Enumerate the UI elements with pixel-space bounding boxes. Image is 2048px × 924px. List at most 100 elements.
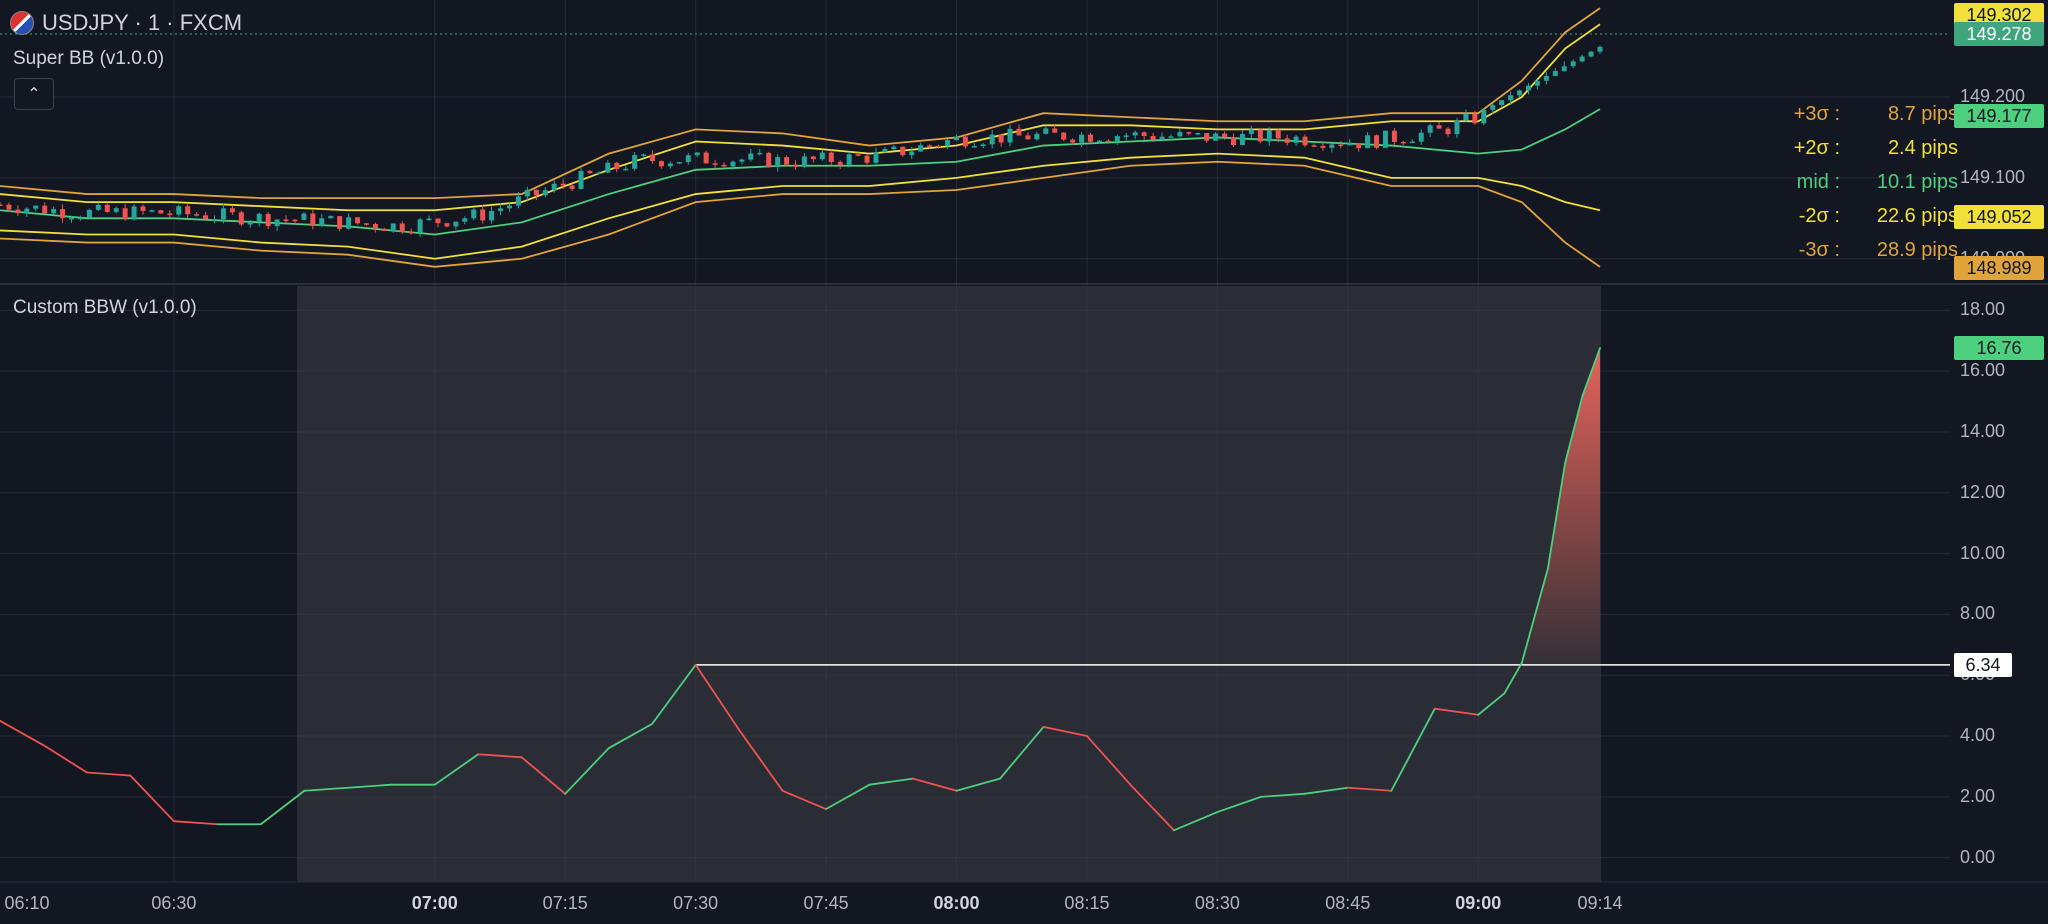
time-tick-label: 07:45 (803, 893, 849, 913)
bbw-tick-label: 16.00 (1960, 360, 2006, 381)
candle-body (1043, 128, 1049, 134)
candle-body (1159, 136, 1165, 140)
bbw-line-segment (477, 753, 523, 759)
stat-label: +2σ : (1793, 137, 1840, 159)
candle-body (1391, 130, 1397, 142)
collapse-button[interactable]: ⌃ (14, 78, 54, 110)
bbw-line-segment (129, 774, 175, 823)
bbw-line-segment (1503, 662, 1523, 695)
candle-body (372, 223, 378, 229)
candle-body (1096, 140, 1102, 143)
candle-body (1427, 125, 1433, 133)
candle-body (453, 221, 459, 227)
candle-body (1347, 143, 1353, 146)
bbw-tick-label: 18.00 (1960, 299, 2006, 320)
price-badge: 149.052 (1954, 204, 2044, 229)
time-tick-label: 08:45 (1325, 893, 1371, 913)
bbw-tick-label: 8.00 (1960, 603, 1996, 624)
candle-body (900, 146, 906, 156)
stat-row: +3σ : 8.7 pips (1778, 103, 1958, 126)
candle-body (408, 232, 414, 234)
custom-bbw-title[interactable]: Custom BBW (v1.0.0) (13, 297, 197, 318)
candle-body (1141, 132, 1147, 136)
candle-body (95, 204, 101, 210)
band-upper3 (0, 7, 1601, 200)
candle-body (1374, 135, 1380, 148)
candle-body (810, 156, 816, 160)
stat-label: -2σ : (1798, 205, 1840, 227)
candle-body (506, 205, 512, 209)
candle-body (1275, 130, 1281, 139)
bbw-line-badge: 6.34 (1954, 652, 2012, 677)
candle-body (426, 218, 432, 221)
bbw-line-segment (86, 771, 132, 777)
candle-body (641, 154, 647, 157)
symbol-title-text: USDJPY · 1 · FXCM (42, 10, 243, 35)
stat-row: mid : 10.1 pips (1778, 171, 1958, 194)
candle-body (551, 183, 557, 191)
candle-body (1570, 61, 1576, 67)
time-tick-label: 07:30 (673, 893, 719, 913)
candle-body (560, 183, 566, 186)
price-badge: 149.278 (1954, 21, 2044, 46)
stat-row: -3σ : 28.9 pips (1778, 239, 1958, 262)
candle-body (1257, 129, 1263, 142)
bbw-line-segment (694, 663, 741, 731)
super-bb-title[interactable]: Super BB (v1.0.0) (13, 48, 165, 69)
candle-body (1123, 135, 1129, 137)
candle-body (1311, 145, 1317, 147)
candle-body (1079, 134, 1085, 143)
candle-body (1418, 132, 1424, 142)
candle-body (176, 206, 182, 215)
candle-body (1293, 136, 1299, 143)
candle-body (1597, 46, 1603, 52)
bbw-tick-label: 0.00 (1960, 846, 1996, 867)
price-badge: 149.177 (1954, 103, 2044, 128)
candle-body (578, 170, 584, 189)
bbw-line-segment (1546, 461, 1567, 570)
bbw-line-segment (1303, 786, 1349, 795)
candle-body (256, 213, 262, 222)
stat-row: +2σ : 2.4 pips (1778, 137, 1958, 160)
candle-body (989, 134, 995, 145)
candle-body (873, 152, 879, 163)
band-lower2 (0, 152, 1601, 260)
bbw-line-segment (1042, 726, 1088, 737)
candle-body (757, 152, 763, 155)
candle-body (283, 219, 289, 222)
bbw-line-segment (999, 726, 1045, 780)
candle-body (489, 210, 495, 221)
candle-body (1177, 132, 1183, 137)
candle-body (998, 134, 1004, 143)
candle-body (846, 154, 852, 165)
candle-body (1552, 71, 1558, 76)
bbw-line-segment (1477, 692, 1506, 716)
candle-body (1168, 136, 1174, 138)
bbw-tick-label: 2.00 (1960, 785, 1996, 806)
candle-body (1436, 125, 1442, 129)
candle-body (1231, 137, 1237, 145)
time-tick-label: 06:30 (151, 893, 197, 913)
time-tick-label: 09:00 (1455, 893, 1502, 913)
stat-row: -2σ : 22.6 pips (1778, 205, 1958, 228)
candle-body (1248, 129, 1254, 134)
symbol-title[interactable]: USDJPY · 1 · FXCM (10, 10, 242, 36)
candle-body (158, 210, 164, 214)
candle-body (149, 210, 155, 212)
candle-body (855, 154, 861, 156)
candle-body (971, 146, 977, 148)
stat-value: 8.7 pips (1887, 103, 1958, 125)
candle-body (1356, 143, 1362, 149)
candle-body (801, 156, 807, 167)
candle-body (1266, 130, 1272, 142)
candle-body (0, 204, 3, 207)
stat-label: mid : (1796, 171, 1840, 193)
candle-body (212, 219, 218, 221)
candle-body (498, 208, 504, 211)
candle-body (1034, 133, 1040, 140)
candle-body (775, 157, 781, 168)
candle-body (1114, 136, 1120, 142)
bbw-line-segment (564, 747, 610, 795)
